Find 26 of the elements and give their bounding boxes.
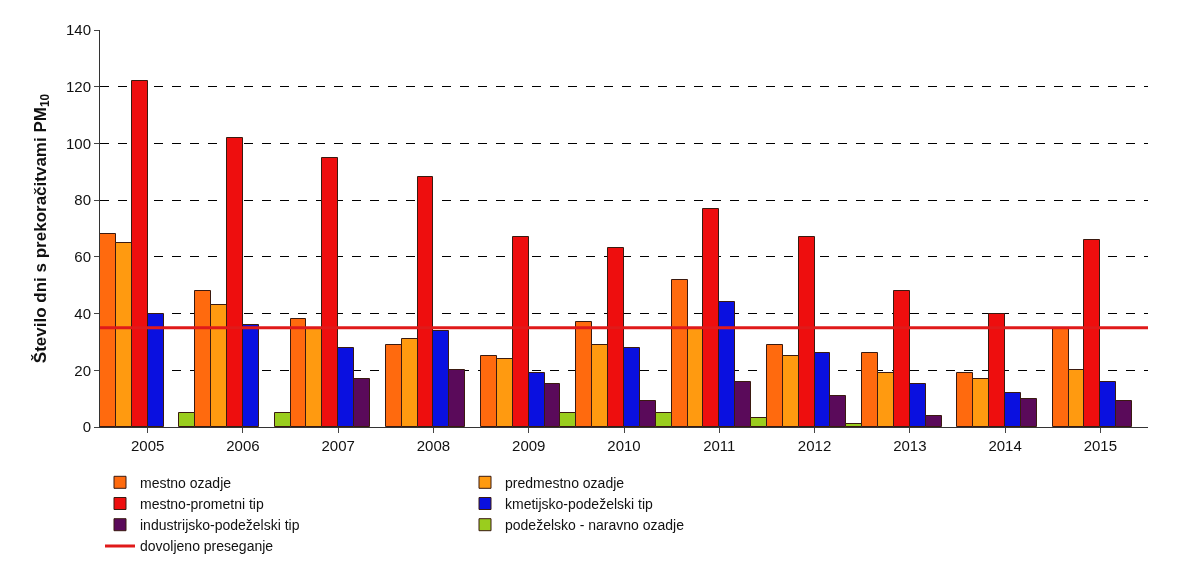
x-tick-label: 2010	[607, 437, 641, 454]
legend-label: industrijsko-podeželski tip	[140, 517, 300, 534]
y-tick-label: 140	[65, 21, 91, 39]
x-tick-label: 2005	[130, 437, 165, 454]
x-tick-label: 2008	[416, 437, 451, 454]
legend-label: dovoljeno preseganje	[140, 538, 274, 555]
y-tick-label: 80	[74, 191, 91, 209]
y-tick-label: 120	[65, 77, 91, 95]
legend-label: mestno ozadje	[140, 474, 232, 491]
x-tick-label: 2012	[797, 437, 832, 454]
x-tick-label: 2014	[988, 437, 1022, 454]
x-tick-label: 2009	[512, 437, 546, 454]
legend-label: mestno-prometni tip	[140, 495, 264, 512]
legend-label: kmetijsko-podeželski tip	[505, 495, 654, 512]
y-tick-label: 0	[82, 418, 91, 436]
x-tick-label: 2007	[321, 437, 355, 454]
x-tick-label: 2006	[226, 437, 260, 454]
legend-label: podeželsko - naravno ozadje	[505, 517, 685, 534]
x-tick-label: 2011	[703, 437, 736, 454]
y-tick-label: 100	[65, 134, 91, 152]
x-tick-label: 2013	[893, 437, 927, 454]
y-tick-label: 20	[74, 361, 91, 379]
y-tick-label: 60	[74, 248, 91, 266]
y-tick-label: 40	[74, 304, 91, 322]
legend-label: predmestno ozadje	[505, 474, 625, 491]
x-tick-label: 2015	[1083, 437, 1118, 454]
